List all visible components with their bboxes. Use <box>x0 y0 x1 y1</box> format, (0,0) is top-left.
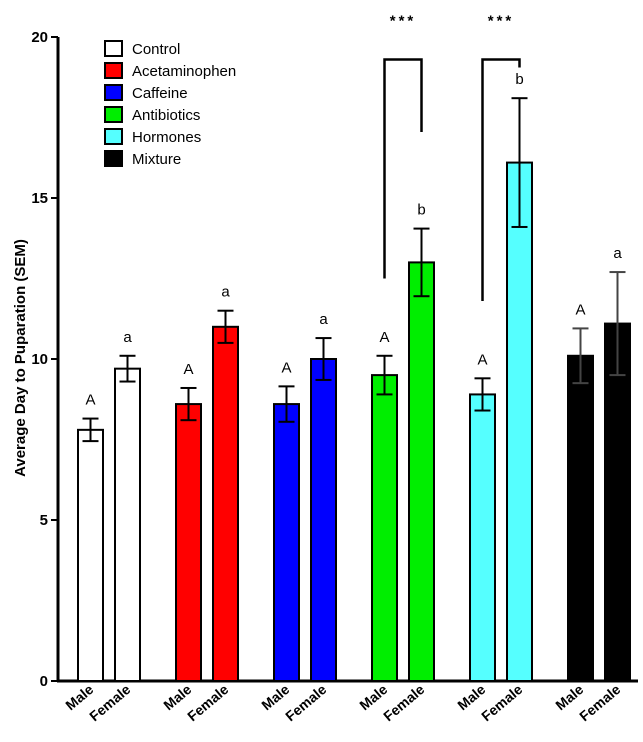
legend-swatch <box>104 84 123 101</box>
y-tick-label: 15 <box>31 190 48 207</box>
x-tick-label: Female <box>380 681 427 724</box>
bar <box>114 367 141 682</box>
legend-label: Mixture <box>132 151 181 168</box>
significance-letter: A <box>183 361 193 378</box>
axes: 0 5 10 15 20 <box>31 29 638 690</box>
significance-letter: A <box>575 301 585 318</box>
bar <box>212 325 239 682</box>
significance-letter: A <box>477 351 487 368</box>
x-tick-label: Female <box>184 681 231 724</box>
significance-letter: b <box>417 202 425 219</box>
significance-letter: a <box>613 245 622 262</box>
significance-bracket <box>383 58 423 279</box>
legend-swatch <box>104 40 123 57</box>
y-tick-label: 10 <box>31 351 48 368</box>
significance-letter: A <box>379 329 389 346</box>
bar <box>371 374 398 682</box>
bar <box>310 358 337 682</box>
legend-label: Control <box>132 41 180 58</box>
significance-stars: *** <box>390 13 417 30</box>
significance-stars: *** <box>488 13 515 30</box>
significance-bracket <box>481 58 521 302</box>
significance-markers: *** *** <box>383 13 521 302</box>
legend: Control Acetaminophen Caffeine Antibiotics H… <box>104 40 236 168</box>
significance-letter: A <box>85 392 95 409</box>
legend-swatch <box>104 128 123 145</box>
bars: AMaleaFemaleAMaleaFemaleAMaleaFemaleAMal… <box>62 71 631 724</box>
x-tick-label: Female <box>282 681 329 724</box>
bar <box>273 403 300 682</box>
y-axis-label: Average Day to Puparation (SEM) <box>12 239 29 477</box>
legend-label: Caffeine <box>132 85 188 102</box>
bar <box>77 428 104 682</box>
bar <box>506 161 533 682</box>
x-tick-label: Female <box>576 681 623 724</box>
bar <box>408 261 435 682</box>
y-tick-label: 0 <box>40 673 48 690</box>
bar <box>175 403 202 682</box>
legend-label: Acetaminophen <box>132 63 236 80</box>
legend-swatch <box>104 106 123 123</box>
bar <box>567 354 594 682</box>
bar <box>604 322 631 682</box>
y-tick-label: 5 <box>40 512 48 529</box>
significance-letter: a <box>319 311 328 328</box>
significance-letter: a <box>123 329 132 346</box>
bar <box>469 393 496 682</box>
legend-label: Hormones <box>132 129 201 146</box>
significance-letter: A <box>281 359 291 376</box>
x-tick-label: Female <box>86 681 133 724</box>
significance-letter: b <box>515 71 523 88</box>
significance-letter: a <box>221 284 230 301</box>
legend-label: Antibiotics <box>132 107 200 124</box>
legend-swatch <box>104 150 123 167</box>
x-tick-label: Female <box>478 681 525 724</box>
y-tick-label: 20 <box>31 29 48 46</box>
legend-swatch <box>104 62 123 79</box>
